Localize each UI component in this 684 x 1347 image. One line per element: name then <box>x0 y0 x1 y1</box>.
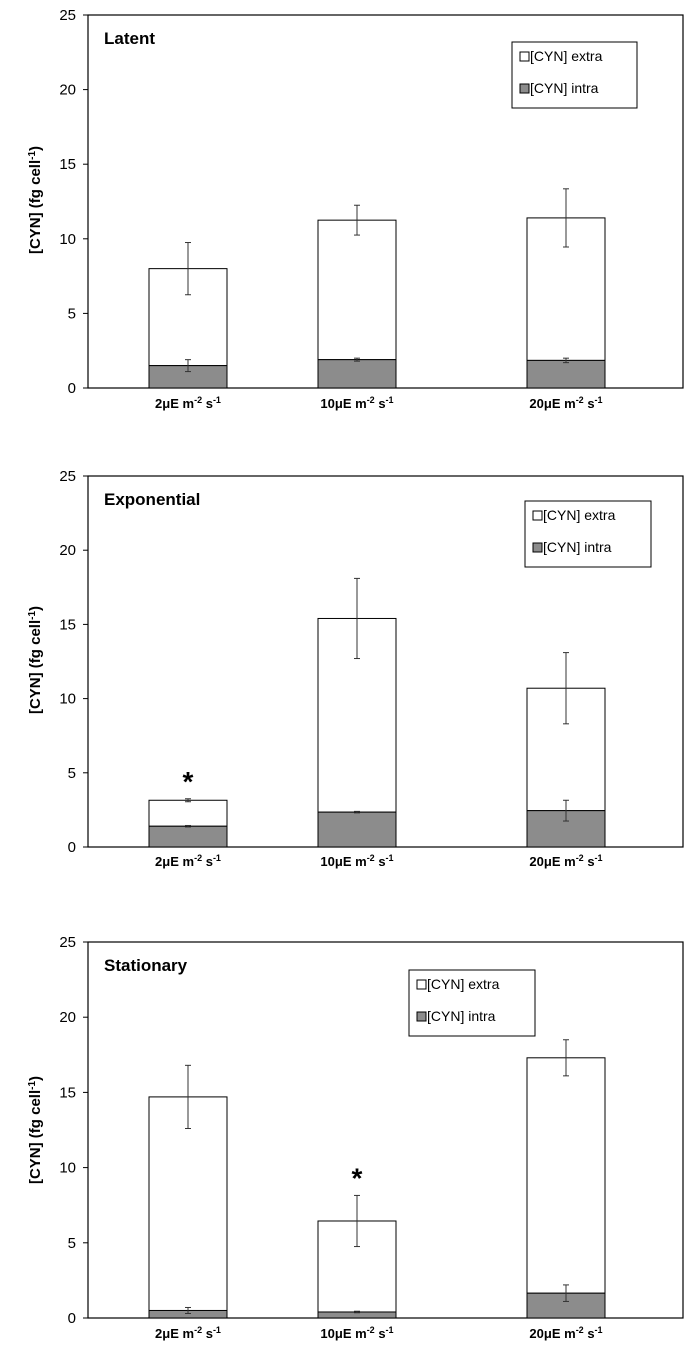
y-tick-label: 10 <box>59 1160 76 1177</box>
y-tick-label: 25 <box>59 468 76 485</box>
bar-extra <box>148 1096 228 1311</box>
bar-intra <box>317 359 397 389</box>
category-label: 2μE m-2 s-1 <box>155 853 221 869</box>
panel-title: Stationary <box>104 956 188 975</box>
error-bar-extra <box>185 798 191 803</box>
y-tick-label: 0 <box>68 839 76 856</box>
category-label: 20μE m-2 s-1 <box>529 853 602 869</box>
y-axis-label: [CYN] (fg cell-1) <box>27 1076 45 1184</box>
legend-swatch <box>519 51 530 62</box>
error-bar-extra <box>563 1039 569 1077</box>
y-tick-label: 15 <box>59 156 76 173</box>
legend-box <box>511 41 638 109</box>
error-bar-extra <box>185 1064 191 1129</box>
error-bar-intra <box>354 1310 360 1314</box>
y-tick-label: 5 <box>68 765 76 782</box>
y-tick-label: 5 <box>68 305 76 322</box>
category-label: 10μE m-2 s-1 <box>320 395 393 411</box>
bar-intra <box>148 825 228 848</box>
significance-marker: * <box>183 766 194 797</box>
bar-extra <box>317 219 397 361</box>
legend-swatch <box>532 510 543 521</box>
chart-panel-1: 0 5 10 15 20 25 [CYN] (fg cell-1) Latent 2μE m-2… <box>27 7 684 411</box>
panel-title: Latent <box>104 29 155 48</box>
category-label: 2μE m-2 s-1 <box>155 395 221 411</box>
bar-extra <box>526 1057 606 1294</box>
legend-label: [CYN] extra <box>530 48 603 64</box>
error-bar-extra <box>563 652 569 725</box>
category-label: 2μE m-2 s-1 <box>155 1325 221 1341</box>
category-label: 10μE m-2 s-1 <box>320 1325 393 1341</box>
error-bar-intra <box>354 810 360 814</box>
chart-panel-2: 0 5 10 15 20 25 [CYN] (fg cell-1) Exponential * 2… <box>27 468 684 869</box>
legend-swatch <box>519 83 530 94</box>
y-axis-label: [CYN] (fg cell-1) <box>27 146 45 254</box>
legend-box <box>408 969 536 1037</box>
error-bar-intra <box>185 359 191 373</box>
bar-intra <box>526 359 606 389</box>
legend-swatch <box>532 542 543 553</box>
y-tick-label: 0 <box>68 380 76 397</box>
legend-swatch <box>416 1011 427 1022</box>
bar-extra <box>148 799 228 827</box>
legend-label: [CYN] extra <box>543 507 616 523</box>
y-tick-label: 20 <box>59 542 76 559</box>
error-bar-intra <box>563 1284 569 1302</box>
bar-intra <box>526 810 606 848</box>
category-label: 20μE m-2 s-1 <box>529 395 602 411</box>
y-tick-label: 25 <box>59 934 76 951</box>
y-tick-label: 10 <box>59 691 76 708</box>
error-bar-extra <box>354 577 360 660</box>
legend-label: [CYN] extra <box>427 976 500 992</box>
legend-label: [CYN] intra <box>427 1008 496 1024</box>
bar-intra <box>317 811 397 848</box>
y-tick-label: 20 <box>59 82 76 99</box>
error-bar-intra <box>563 357 569 364</box>
significance-marker: * <box>352 1162 363 1193</box>
legend-swatch <box>416 979 427 990</box>
error-bar-intra <box>185 1306 191 1314</box>
panel-title: Exponential <box>104 490 200 509</box>
error-bar-intra <box>185 824 191 828</box>
y-tick-label: 15 <box>59 616 76 633</box>
y-tick-label: 20 <box>59 1009 76 1026</box>
y-tick-label: 5 <box>68 1235 76 1252</box>
y-tick-label: 15 <box>59 1084 76 1101</box>
error-bar-extra <box>185 242 191 296</box>
legend-label: [CYN] intra <box>530 80 599 96</box>
error-bar-intra <box>563 799 569 822</box>
legend: [CYN] extra [CYN] intra <box>511 41 638 109</box>
legend-label: [CYN] intra <box>543 539 612 555</box>
category-label: 20μE m-2 s-1 <box>529 1325 602 1341</box>
y-tick-label: 0 <box>68 1310 76 1327</box>
legend-box <box>524 500 652 568</box>
chart-panel-3: 0 5 10 15 20 25 [CYN] (fg cell-1) Stationary 2μE… <box>27 934 684 1341</box>
error-bar-extra <box>354 1194 360 1248</box>
error-bar-extra <box>354 204 360 236</box>
y-tick-label: 25 <box>59 7 76 24</box>
legend: [CYN] extra [CYN] intra <box>408 969 536 1037</box>
category-label: 10μE m-2 s-1 <box>320 853 393 869</box>
legend: [CYN] extra [CYN] intra <box>524 500 652 568</box>
error-bar-intra <box>354 357 360 362</box>
y-tick-label: 10 <box>59 231 76 248</box>
y-axis-label: [CYN] (fg cell-1) <box>27 606 45 714</box>
error-bar-extra <box>563 188 569 248</box>
